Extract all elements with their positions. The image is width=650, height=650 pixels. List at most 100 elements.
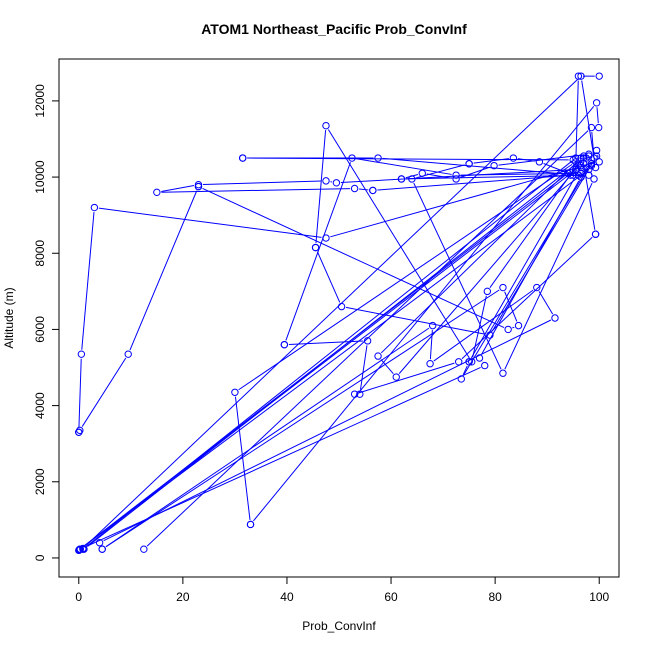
- series-segment: [146, 130, 589, 547]
- y-tick-label: 10000: [33, 160, 47, 194]
- data-point: [369, 186, 377, 195]
- series-segment: [98, 207, 322, 238]
- series-segment: [316, 251, 341, 303]
- data-point: [363, 337, 372, 345]
- x-axis: 0 20 40 60 80 100: [75, 576, 610, 604]
- chart-title: ATOM1 Northeast_Pacific Prob_ConvInf: [201, 21, 467, 37]
- data-point: [239, 154, 247, 162]
- data-point: [577, 154, 585, 162]
- series-segment: [504, 182, 593, 370]
- series-segment: [575, 80, 579, 158]
- data-point: [587, 123, 596, 132]
- series-18: [239, 154, 585, 381]
- series-segment: [573, 169, 578, 173]
- data-point: [590, 175, 598, 183]
- data-point: [465, 160, 473, 168]
- series-segment: [377, 175, 567, 191]
- data-point: [79, 545, 87, 553]
- series-segment: [581, 167, 589, 173]
- data-point: [77, 350, 86, 358]
- y-tick-label: 12000: [33, 84, 47, 118]
- y-tick-label: 6000: [33, 316, 47, 343]
- data-point: [483, 287, 492, 296]
- data-point: [514, 321, 523, 330]
- data-point: [322, 177, 330, 185]
- series-segment: [359, 345, 368, 390]
- x-tick-label: 100: [589, 590, 609, 604]
- data-point: [140, 545, 148, 553]
- data-point: [332, 179, 341, 187]
- data-point: [587, 160, 596, 168]
- series-segment: [462, 365, 468, 376]
- series-segment: [512, 326, 515, 329]
- data-point: [337, 302, 346, 311]
- data-point: [231, 388, 239, 396]
- series-segment: [82, 175, 565, 548]
- series-segment: [238, 163, 573, 391]
- series-segment: [358, 362, 455, 394]
- x-tick-label: 80: [488, 590, 502, 604]
- data-point: [592, 146, 601, 155]
- data-point: [194, 182, 203, 191]
- data-point: [350, 184, 359, 193]
- series-segment: [81, 211, 95, 350]
- series-segment: [470, 161, 585, 359]
- series-segment: [340, 169, 572, 184]
- data-point: [591, 163, 600, 172]
- data-point: [356, 390, 364, 398]
- series-segment: [491, 159, 595, 332]
- data-point: [551, 314, 559, 322]
- series-23: [98, 182, 523, 553]
- series-segment: [359, 188, 369, 191]
- series-14: [280, 230, 600, 398]
- series-segment: [105, 289, 500, 548]
- data-point: [124, 350, 132, 358]
- data-point: [587, 161, 596, 170]
- data-point: [311, 243, 320, 252]
- data-point: [95, 539, 104, 547]
- series-segment: [398, 172, 574, 374]
- y-tick-label: 4000: [33, 392, 47, 419]
- data-point: [426, 360, 434, 368]
- series-segment: [426, 173, 452, 179]
- series-segment: [356, 158, 452, 175]
- data-point: [153, 188, 161, 197]
- data-point: [574, 72, 583, 80]
- series-segment: [78, 358, 82, 428]
- series-24: [95, 283, 559, 553]
- data-point: [350, 390, 359, 398]
- series-segment: [83, 171, 586, 547]
- series-segment: [85, 78, 579, 546]
- series-segment: [380, 359, 394, 374]
- x-tick-label: 60: [384, 590, 398, 604]
- series-segment: [581, 80, 596, 164]
- data-point: [533, 283, 541, 292]
- data-point: [499, 283, 507, 292]
- data-point: [592, 99, 601, 107]
- data-point: [392, 373, 400, 381]
- data-point: [374, 352, 382, 360]
- data-point: [566, 171, 575, 179]
- series-segment: [382, 157, 574, 176]
- data-point: [280, 340, 289, 349]
- data-point: [374, 154, 382, 162]
- series-segment: [380, 160, 579, 354]
- y-tick-label: 2000: [33, 468, 47, 495]
- series-segment: [161, 188, 351, 193]
- y-axis: 0 2000 4000 6000 8000 10000 12000: [33, 84, 60, 561]
- x-tick-label: 20: [176, 590, 190, 604]
- series-2: [231, 72, 603, 529]
- series-1: [79, 72, 600, 553]
- x-tick-label: 40: [280, 590, 294, 604]
- series-segment: [202, 188, 505, 328]
- y-axis-label: Altitude (m): [2, 287, 16, 348]
- data-point: [428, 321, 437, 330]
- data-point: [418, 169, 426, 177]
- data-point: [98, 545, 106, 553]
- data-point: [452, 171, 460, 179]
- data-point: [509, 154, 518, 162]
- series-layer: [75, 72, 603, 555]
- data-point: [504, 325, 512, 334]
- series-segment: [345, 306, 486, 335]
